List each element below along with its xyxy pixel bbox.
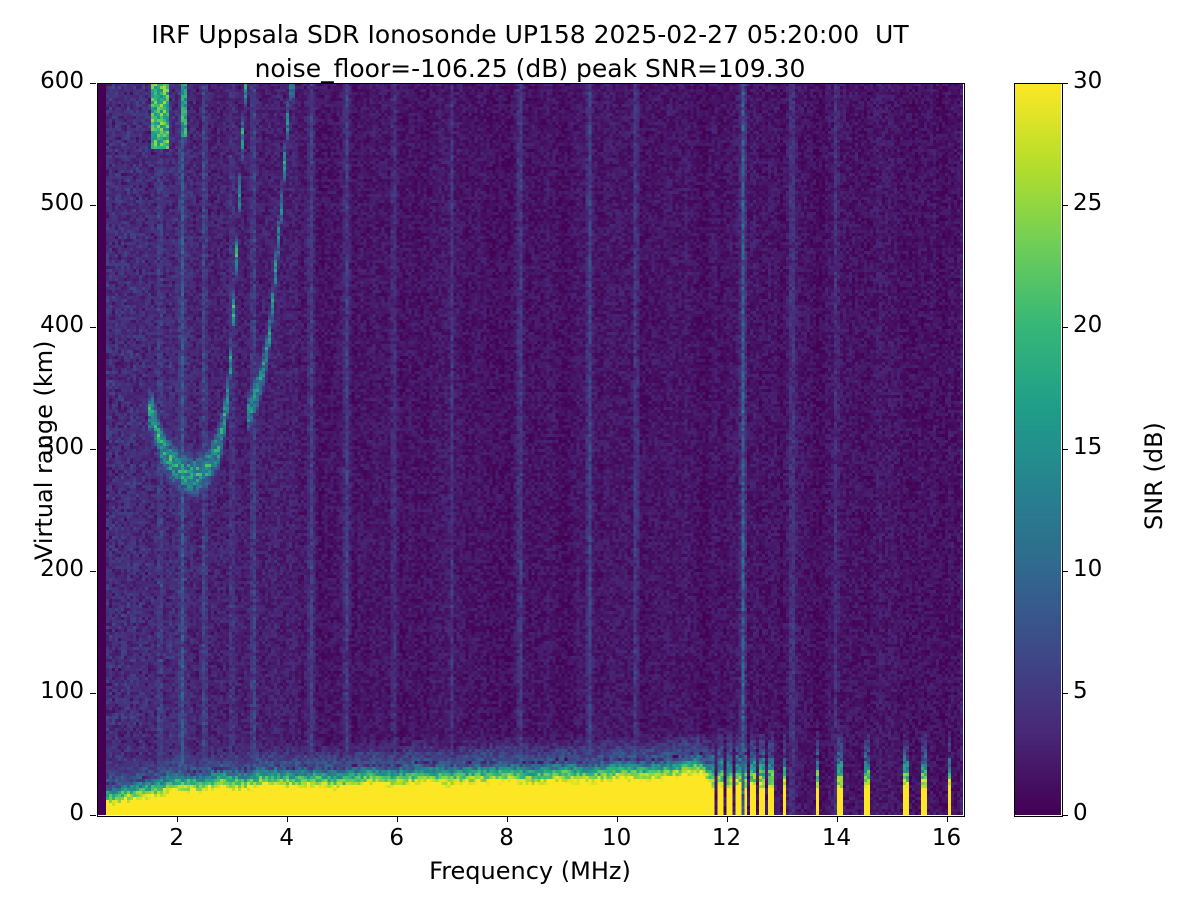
colorbar-tick-label: 5 [1073,678,1088,704]
x-tick [396,816,398,822]
x-tick-label: 10 [601,825,632,851]
x-tick-label: 4 [279,825,294,851]
x-axis-label: Frequency (MHz) [429,857,631,885]
y-tick [90,571,96,573]
colorbar-tick-label: 25 [1073,190,1103,216]
y-tick [90,815,96,817]
y-tick-label: 300 [40,434,84,460]
y-tick-label: 600 [40,68,84,94]
y-tick-label: 400 [40,312,84,338]
colorbar-tick [1062,815,1068,817]
y-tick-label: 200 [40,556,84,582]
colorbar-label: SNR (dB) [1140,422,1168,530]
x-tick-label: 6 [389,825,404,851]
colorbar [1014,83,1061,815]
x-tick-label: 8 [499,825,514,851]
x-tick [726,816,728,822]
colorbar-tick-label: 0 [1073,800,1088,826]
y-tick-label: 0 [69,800,84,826]
x-tick [836,816,838,822]
y-tick [90,327,96,329]
x-tick [286,816,288,822]
title-line-1: IRF Uppsala SDR Ionosonde UP158 2025-02-… [151,20,909,49]
y-axis-label: Virtual range (km) [30,340,58,560]
x-tick [506,816,508,822]
colorbar-gradient [1014,83,1061,815]
x-tick-label: 2 [169,825,185,851]
colorbar-tick [1062,327,1068,329]
y-tick-label: 100 [40,678,84,704]
colorbar-tick-label: 10 [1073,556,1103,582]
colorbar-tick [1062,449,1068,451]
colorbar-tick-label: 20 [1073,312,1103,338]
y-tick [90,449,96,451]
x-tick [176,816,179,822]
ionogram-plot-area [97,83,963,815]
colorbar-tick [1062,693,1068,695]
y-tick [90,205,96,207]
x-tick-label: 12 [711,825,742,851]
ionogram-heatmap [97,83,963,815]
y-tick [90,693,96,695]
title-line-2: noise_floor=-106.25 (dB) peak SNR=109.30 [254,54,806,83]
x-tick-label: 14 [821,825,852,851]
x-tick [616,816,618,822]
figure-title: IRF Uppsala SDR Ionosonde UP158 2025-02-… [0,18,1060,86]
colorbar-tick-label: 15 [1073,434,1103,460]
colorbar-tick [1062,83,1068,85]
y-tick-label: 500 [40,190,84,216]
x-tick [946,816,948,822]
colorbar-tick [1062,571,1068,573]
colorbar-tick [1062,205,1068,207]
x-tick-label: 16 [931,825,962,851]
colorbar-tick-label: 30 [1073,68,1103,94]
y-tick [90,83,96,85]
